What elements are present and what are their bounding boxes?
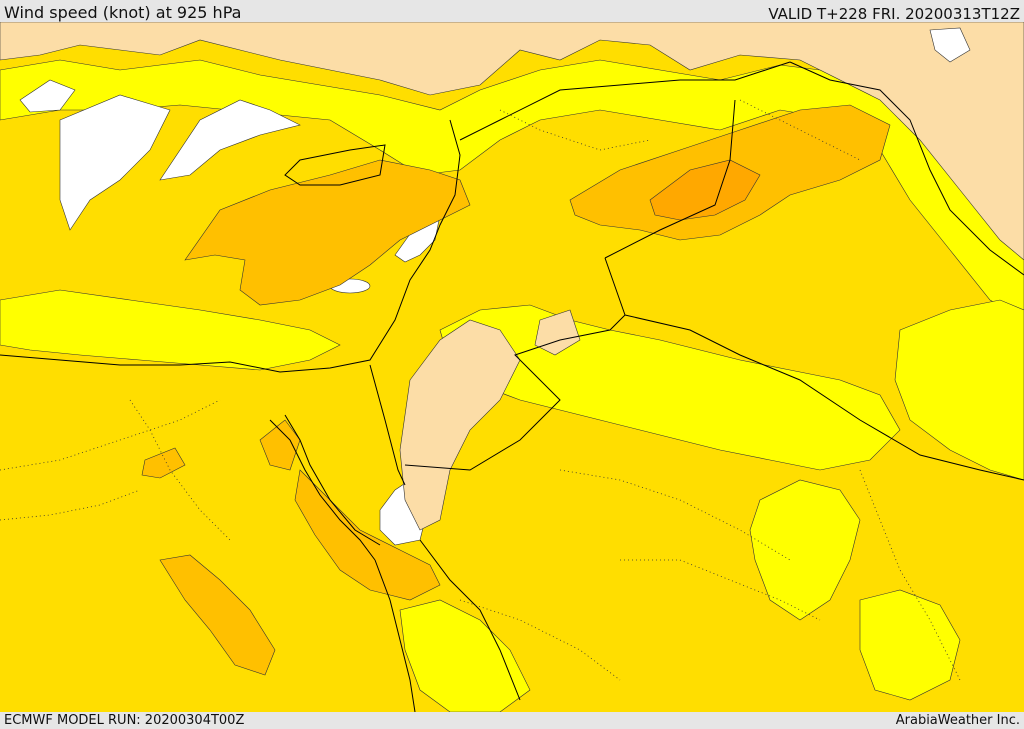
high-wind-east-med bbox=[184, 159, 471, 306]
model-run: ECMWF MODEL RUN: 20200304T00Z bbox=[4, 713, 245, 728]
high-wind-egypt-west bbox=[141, 447, 186, 479]
wind-speed-map[interactable] bbox=[0, 22, 1024, 712]
border-saudi-red-sea bbox=[419, 539, 521, 701]
footer-bar: ECMWF MODEL RUN: 20200304T00Z ArabiaWeat… bbox=[0, 712, 1024, 729]
border-iraq-iran bbox=[789, 61, 1024, 276]
border-syria-turkey bbox=[459, 61, 791, 141]
high-wind-red-sea bbox=[294, 469, 441, 601]
credit: ArabiaWeather Inc. bbox=[895, 713, 1020, 728]
border-jordan-saudi bbox=[404, 314, 626, 471]
high-wind-egypt-south bbox=[159, 554, 276, 676]
valid-time: VALID T+228 FRI. 20200313T12Z bbox=[768, 5, 1020, 23]
calm-area-cyprus-west bbox=[159, 99, 301, 181]
low-wind-red-sea-south bbox=[399, 599, 531, 712]
border-egypt-sudan bbox=[374, 559, 416, 712]
border-syria-iraq bbox=[604, 99, 736, 259]
land-area-jordan-valley bbox=[399, 319, 521, 531]
border-iraq-saudi bbox=[624, 314, 1024, 481]
peak-wind-syria bbox=[649, 159, 761, 221]
coast-gulf-suez bbox=[284, 414, 381, 546]
coast-cyprus bbox=[284, 144, 386, 186]
low-wind-far-south-east bbox=[859, 589, 961, 701]
border-egypt-israel bbox=[369, 364, 406, 486]
low-wind-egypt-coast bbox=[0, 289, 341, 371]
high-wind-gulf-suez bbox=[259, 419, 301, 471]
header-bar: Wind speed (knot) at 925 hPa VALID T+228… bbox=[0, 0, 1024, 23]
low-wind-saudi-south bbox=[749, 479, 861, 621]
map-title: Wind speed (knot) at 925 hPa bbox=[4, 3, 242, 22]
yellow-band-north bbox=[0, 59, 1024, 321]
land-area-saudi-north bbox=[534, 309, 581, 356]
calm-area-north-east bbox=[929, 27, 971, 63]
low-wind-iraq-east bbox=[894, 299, 1024, 481]
calm-area-top bbox=[19, 79, 76, 113]
calm-area-aegean bbox=[59, 94, 171, 231]
coast-red-sea-west bbox=[269, 419, 376, 561]
country-borders bbox=[0, 61, 1024, 712]
province-lines bbox=[0, 99, 961, 681]
border-jordan-iraq bbox=[604, 257, 626, 316]
coast-egypt-north bbox=[0, 119, 461, 373]
